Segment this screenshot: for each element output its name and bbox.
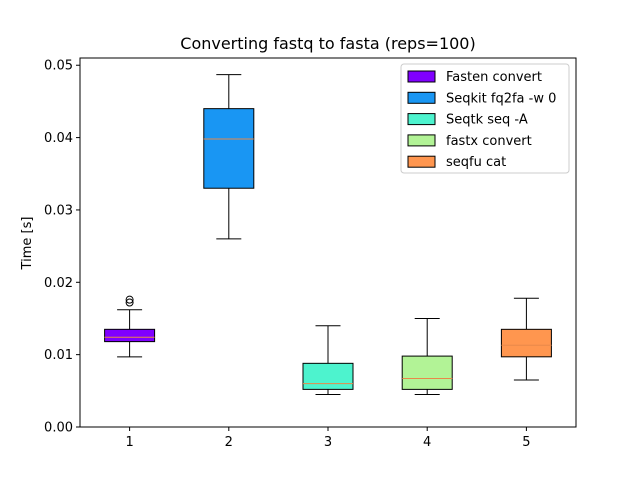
iqr-box (104, 328, 156, 343)
iqr-box (302, 362, 354, 390)
plot-area: 0.00 0.01 0.02 0.03 0.04 0.05 1 2 3 4 5 (44, 57, 577, 450)
y-tick-label: 0.01 (44, 348, 73, 363)
y-tick-label: 0.02 (44, 276, 73, 291)
iqr-box (203, 108, 255, 189)
legend-swatch (407, 91, 436, 104)
y-axis-label: Time [s] (20, 217, 35, 271)
x-tick-label: 4 (423, 435, 431, 450)
y-tick-label: 0.03 (44, 203, 73, 218)
iqr-box (401, 355, 453, 390)
legend-label: Fasten convert (446, 70, 542, 85)
legend-label: Seqtk seq -A (446, 113, 528, 128)
box-4 (401, 317, 453, 395)
x-tick-label: 2 (225, 435, 233, 450)
legend-label: fastx convert (446, 134, 532, 149)
legend-swatch (407, 155, 436, 168)
legend: Fasten convert Seqkit fq2fa -w 0 Seqtk seq… (400, 63, 570, 174)
outlier-point (125, 298, 134, 307)
legend-swatch (407, 70, 436, 83)
y-tick-label: 0.05 (44, 59, 73, 74)
y-tick-label: 0.04 (44, 131, 73, 146)
iqr-box (500, 328, 552, 358)
legend-swatch (407, 134, 436, 147)
x-tick-label: 1 (125, 435, 133, 450)
box-1 (104, 295, 156, 358)
box-5 (500, 297, 552, 381)
chart-title: Converting fastq to fasta (reps=100) (180, 34, 475, 53)
legend-swatch (407, 113, 436, 126)
legend-frame (400, 63, 570, 174)
legend-label: seqfu cat (446, 155, 506, 170)
x-tick-label: 5 (522, 435, 530, 450)
box-3 (302, 325, 354, 395)
box-2 (203, 74, 255, 240)
legend-label: Seqkit fq2fa -w 0 (446, 91, 556, 106)
x-tick-label: 3 (324, 435, 332, 450)
y-tick-label: 0.00 (44, 421, 73, 436)
outlier-point (125, 295, 134, 304)
